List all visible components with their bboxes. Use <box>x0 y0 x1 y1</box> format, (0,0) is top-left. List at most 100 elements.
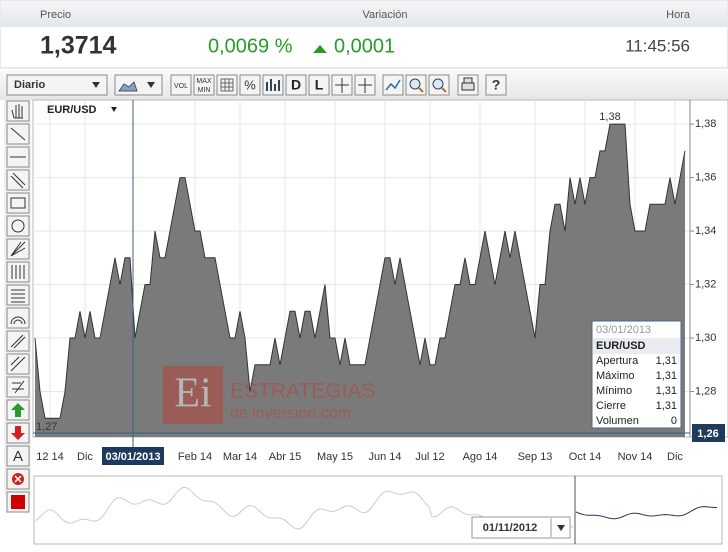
bars-icon <box>266 79 280 91</box>
price-line <box>34 123 686 419</box>
tool-icon <box>10 316 26 325</box>
dropdown-arrow <box>92 82 100 88</box>
max-annotation: 1,38 <box>599 111 620 123</box>
y-tick-label: 1,36 <box>695 171 716 183</box>
navigator-date-box[interactable] <box>471 516 571 539</box>
drawing-tool[interactable] <box>6 215 30 237</box>
navigator-date: 01/11/2012 <box>483 522 537 534</box>
drawing-tool[interactable] <box>6 192 30 214</box>
watermark-brand: ESTRATEGIAS <box>230 380 375 403</box>
drawing-tool[interactable] <box>6 330 30 352</box>
tooltip-head <box>593 338 680 354</box>
navigator-date-arrow <box>557 525 565 531</box>
symbol-arrow[interactable] <box>111 107 117 112</box>
tool-icon <box>10 334 26 349</box>
drawing-tool[interactable] <box>6 445 30 467</box>
y-tick-label: 1,32 <box>695 278 716 290</box>
tooltip-value: 1,31 <box>656 385 677 397</box>
crosshair-price-box <box>692 424 725 442</box>
cross-icon <box>335 78 349 93</box>
x-tick-label: Nov 14 <box>618 451 653 463</box>
chart-type-select[interactable] <box>114 74 163 96</box>
circle-icon <box>11 219 25 233</box>
change-label: Variación <box>362 9 407 21</box>
tooltip-date: 03/01/2013 <box>596 324 651 336</box>
x-tick-label: Jul 12 <box>415 451 444 463</box>
pct-text: % <box>244 77 256 92</box>
tooltip-value: 1,31 <box>656 355 677 367</box>
max-text: MAX <box>196 78 212 85</box>
drawing-tool[interactable] <box>6 261 30 283</box>
watermark: Ei ESTRATEGIAS de inversion.com <box>163 366 375 424</box>
tooltip-value: 1,31 <box>656 370 677 382</box>
price-label: Precio <box>40 9 71 21</box>
tooltip-key: Volumen <box>596 415 639 427</box>
toolbar-button[interactable] <box>170 74 192 96</box>
time: 11:45:56 <box>625 36 690 55</box>
period-select[interactable]: Diario <box>6 74 108 96</box>
y-tick-label: 1,38 <box>695 118 716 130</box>
x-tick-label: Dic <box>667 451 683 463</box>
l-text: L <box>315 77 324 93</box>
y-tick-label: 1,30 <box>695 332 716 344</box>
line-icon <box>385 79 401 91</box>
tool-icon <box>10 127 26 141</box>
y-tick-label: 1,34 <box>695 225 716 237</box>
tooltip-key: Máximo <box>596 370 635 382</box>
crosshair-price: 1,26 <box>697 428 718 440</box>
color-icon <box>11 495 25 509</box>
drawing-tool[interactable] <box>6 100 30 122</box>
x-tick-label: Mar 14 <box>223 451 257 463</box>
chart-type-box[interactable] <box>114 74 163 96</box>
x-tick-label: Jun 14 <box>368 451 401 463</box>
tool-icon <box>10 241 26 257</box>
change-abs: 0,0001 <box>334 35 395 57</box>
x-tick-label: Abr 15 <box>269 451 301 463</box>
header-strip <box>1 1 727 27</box>
period-select-box[interactable] <box>6 74 108 96</box>
symbol-label[interactable]: EUR/USD <box>47 104 97 116</box>
navigator[interactable] <box>33 475 723 545</box>
x-tick-label: Sep 13 <box>518 451 553 463</box>
drawing-tool[interactable] <box>6 169 30 191</box>
x-tick-label: May 15 <box>317 451 353 463</box>
toolbar-button[interactable] <box>285 74 307 96</box>
tooltip-value: 1,31 <box>656 400 677 412</box>
toolbar-button[interactable] <box>239 74 261 96</box>
min-annotation: 1,27 <box>36 421 57 433</box>
zoom-icon <box>409 78 421 90</box>
toolbar-button[interactable] <box>193 74 215 96</box>
dropdown-arrow <box>147 82 155 88</box>
toolbar-button[interactable] <box>216 74 238 96</box>
tooltip: 03/01/2013 EUR/USD Apertura 1,31 Máximo 1,3… <box>591 320 682 429</box>
cross-icon <box>358 78 372 93</box>
tool-icon <box>12 380 25 394</box>
y-tick-label: 1,28 <box>695 385 716 397</box>
x-tick-label: Ago 14 <box>463 451 498 463</box>
up-icon <box>11 403 25 417</box>
price-area <box>35 124 685 438</box>
x-tick-label: 12 14 <box>36 451 64 463</box>
tool-icon <box>10 356 26 372</box>
text-tool: A <box>13 448 23 465</box>
chart-type-icon <box>118 81 138 92</box>
toolbar-button[interactable] <box>308 74 330 96</box>
toolbar-button[interactable] <box>485 74 507 96</box>
down-icon <box>11 426 25 440</box>
x-tick-label: Feb 14 <box>178 451 212 463</box>
x-tick-label: Dic <box>77 451 93 463</box>
crosshair-date-box <box>102 447 164 465</box>
d-text: D <box>291 77 301 93</box>
price: 1,3714 <box>40 32 117 60</box>
tooltip-symbol: EUR/USD <box>596 340 646 352</box>
watermark-logo: Ei <box>174 371 211 417</box>
up-arrow <box>313 45 327 53</box>
drawing-tool[interactable] <box>6 376 30 398</box>
drawing-tool[interactable] <box>6 307 30 329</box>
change-pct: 0,0069 % <box>208 35 293 57</box>
tooltip-key: Mínimo <box>596 385 632 397</box>
navigator-window <box>575 506 718 520</box>
x-tick-label: Oct 14 <box>569 451 601 463</box>
min-text: MIN <box>198 87 211 94</box>
